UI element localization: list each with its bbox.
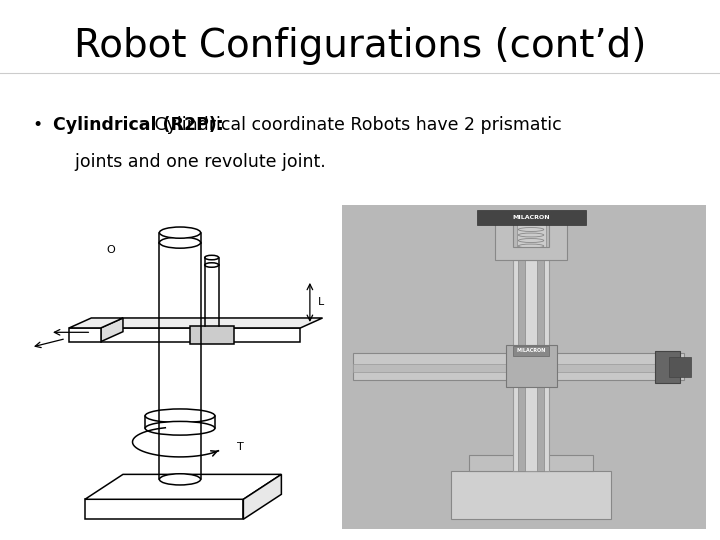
Ellipse shape	[145, 409, 215, 423]
Bar	[353, 353, 684, 380]
Ellipse shape	[159, 474, 201, 485]
Polygon shape	[101, 318, 123, 342]
Polygon shape	[69, 328, 101, 342]
Polygon shape	[101, 328, 300, 342]
Text: T: T	[237, 442, 244, 452]
Text: Cylindrical coordinate Robots have 2 prismatic: Cylindrical coordinate Robots have 2 pri…	[149, 116, 562, 134]
Polygon shape	[85, 500, 243, 519]
Polygon shape	[189, 326, 234, 343]
Text: L: L	[318, 298, 324, 307]
Bar	[505, 345, 557, 387]
Text: MILACRON: MILACRON	[512, 215, 550, 220]
Ellipse shape	[145, 421, 215, 435]
Bar	[516, 221, 546, 260]
Polygon shape	[69, 318, 123, 328]
Bar	[451, 471, 611, 519]
Text: •: •	[32, 116, 42, 134]
Bar	[654, 351, 680, 383]
Text: Robot Configurations (cont’d): Robot Configurations (cont’d)	[74, 27, 646, 65]
Polygon shape	[243, 474, 282, 519]
Text: joints and one revolute joint.: joints and one revolute joint.	[53, 153, 325, 171]
Polygon shape	[85, 474, 282, 500]
Polygon shape	[101, 318, 323, 328]
Text: O: O	[106, 245, 114, 255]
Text: MILACRON: MILACRON	[516, 348, 546, 354]
Text: Cylindrical (R2P):: Cylindrical (R2P):	[53, 116, 223, 134]
Bar	[469, 455, 593, 471]
Bar	[518, 260, 525, 471]
Polygon shape	[495, 212, 567, 260]
Bar	[537, 260, 544, 471]
Ellipse shape	[204, 255, 219, 260]
Ellipse shape	[204, 263, 219, 267]
Bar	[477, 210, 585, 225]
Bar	[670, 357, 691, 377]
Bar	[513, 346, 549, 356]
Ellipse shape	[159, 237, 201, 248]
Bar	[513, 260, 549, 471]
Bar	[353, 364, 684, 372]
Ellipse shape	[159, 227, 201, 238]
